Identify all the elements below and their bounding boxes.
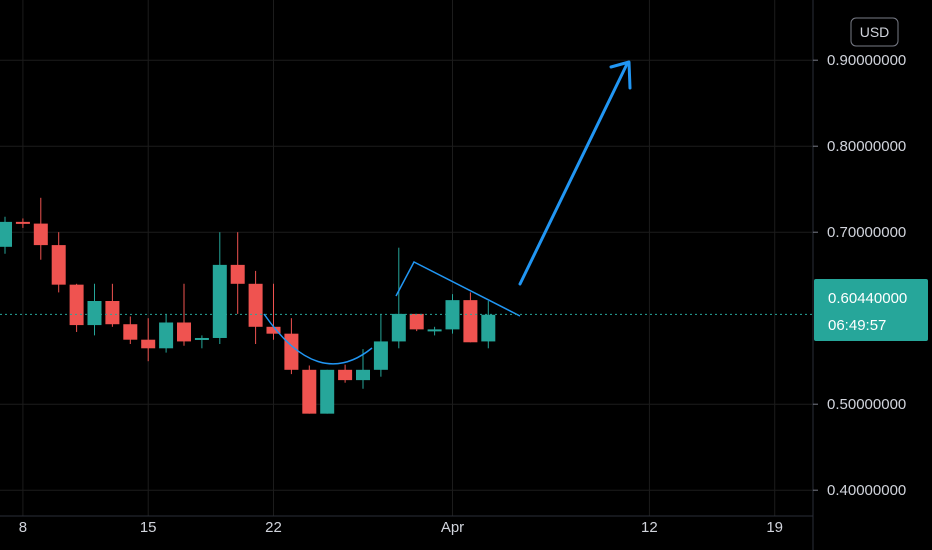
grid [0,0,813,516]
candle-body [427,329,442,332]
candle [141,318,156,362]
countdown-label: 06:49:57 [828,317,886,334]
current-price-label: 0.60440000 [828,290,907,307]
candle [373,313,388,377]
candle-body [338,369,353,381]
candle-body [248,283,263,327]
arrow-shaft-drawing[interactable] [518,62,629,286]
arrow-head-drawing[interactable] [609,60,632,90]
candle [481,301,496,349]
candle-body [194,337,209,340]
current-price-tag: 0.60440000 06:49:57 [814,279,928,341]
x-tick-label: 19 [766,519,783,536]
currency-badge-label: USD [860,24,890,40]
price-axis[interactable]: 0.90000000 0.80000000 0.70000000 0.50000000… [813,52,906,499]
candle [230,232,245,314]
candle-body [51,245,66,285]
candle [159,313,174,353]
candle [338,364,353,383]
candle [427,326,442,336]
candle [123,316,138,344]
candle [51,232,66,293]
candle-body [266,326,281,334]
candle [463,292,478,343]
candle-body [373,341,388,370]
drawings[interactable] [263,60,632,365]
candle [33,197,48,260]
candle-body [463,300,478,343]
candle-body [87,301,102,326]
candle-body [177,322,191,342]
candle-body [15,221,30,224]
x-tick-label: Apr [441,519,464,536]
candle-body [141,339,156,349]
candle-body [230,264,245,284]
y-tick-label: 0.40000000 [827,482,906,499]
candle [69,283,84,332]
candle [391,247,406,349]
candle-body [212,264,227,338]
currency-badge[interactable]: USD [850,17,899,47]
candle [0,216,12,254]
candle-body [356,369,370,381]
candle-body [33,223,48,246]
candle-body [159,322,174,349]
candle [194,335,209,349]
candle [15,218,30,228]
candles [0,197,496,414]
x-tick-label: 22 [265,519,282,536]
candle [87,283,102,336]
candle-body [481,314,496,342]
candle [409,313,424,332]
candle [445,294,460,334]
candle [177,283,191,346]
candle [105,283,120,327]
candle-body [105,301,120,325]
x-tick-label: 12 [641,519,658,536]
y-tick-label: 0.50000000 [827,396,906,413]
y-tick-label: 0.80000000 [827,138,906,155]
candle-body [69,284,84,326]
candle-body [409,313,424,330]
x-tick-label: 15 [140,519,157,536]
candle-body [445,300,460,330]
candle-body [0,221,12,247]
candle [212,232,227,344]
candle [266,283,281,340]
x-tick-label: 8 [19,519,27,536]
cup-curve-drawing[interactable] [263,313,373,365]
candle-body [123,324,138,340]
candle-body [302,369,317,414]
time-axis[interactable]: 8 15 22 Apr 12 19 [19,519,783,536]
candle [248,270,263,344]
candle-body [391,313,406,342]
y-tick-label: 0.70000000 [827,224,906,241]
candle-body [320,369,335,414]
candle [320,369,335,414]
handle-line-drawing[interactable] [395,260,521,317]
y-tick-label: 0.90000000 [827,52,906,69]
candle [302,365,317,414]
candle-body [284,333,299,370]
candle [356,349,370,389]
